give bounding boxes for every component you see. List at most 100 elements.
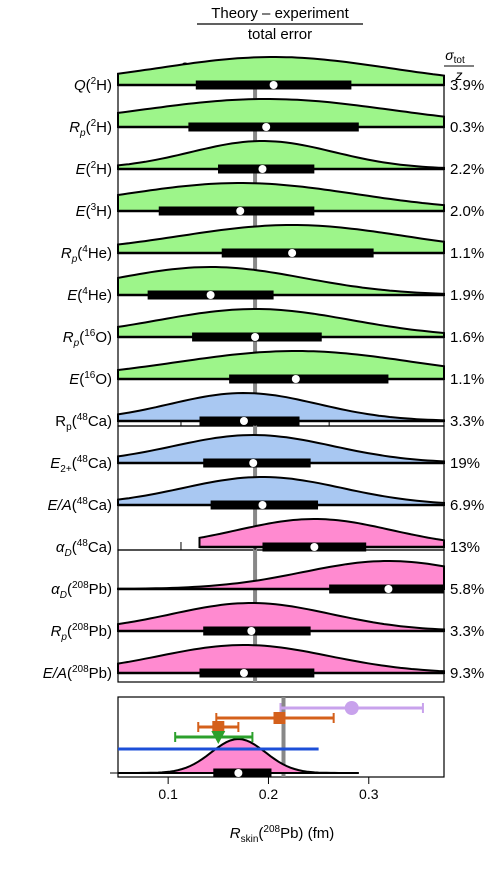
violin-box [203, 626, 311, 636]
skin-distribution-median [234, 769, 243, 777]
violin-shape [117, 56, 445, 86]
row-label: E2+(48Ca) [50, 454, 112, 475]
measurement-errorbar [174, 731, 254, 744]
violin-median [258, 165, 267, 173]
main-panel: −202Q(2H)3.9%Rp(2H)0.3%E(2H)2.2%E(3H)2.0… [43, 56, 484, 683]
right-header-sigma: σtot [445, 47, 465, 66]
row-error-value: 19% [450, 455, 480, 472]
row-label: Rp(48Ca) [55, 412, 112, 433]
measurement-marker-square [212, 721, 225, 733]
row-label: E(3H) [76, 202, 112, 220]
violin-median [239, 669, 248, 677]
measurement-marker-circle [344, 701, 359, 715]
row-error-value: 2.0% [450, 203, 484, 220]
row-error-value: 1.6% [450, 329, 484, 346]
row-label: E(2H) [76, 160, 112, 178]
title-numerator: Theory – experiment [211, 5, 349, 22]
violin-box [199, 668, 315, 678]
violin-row [117, 98, 445, 132]
row-error-value: 3.3% [450, 413, 484, 430]
violin-shape [117, 391, 445, 422]
violin-median [288, 249, 297, 257]
violin-median [269, 81, 278, 89]
violin-box [199, 416, 300, 426]
violin-median [251, 333, 260, 341]
violin-row [117, 476, 445, 510]
bottom-panel: 0.1 0.2 0.3 Rskin(208Pb) (fm) [110, 696, 445, 845]
violin-median [247, 627, 256, 635]
row-error-value: 5.8% [450, 581, 484, 598]
bottom-axis-tick-label: 0.3 [359, 786, 379, 802]
row-error-value: 3.3% [450, 623, 484, 640]
violin-median [239, 417, 248, 425]
row-label: Rp(208Pb) [51, 622, 112, 643]
violin-row [117, 391, 445, 426]
row-label: E/A(48Ca) [48, 496, 112, 514]
row-label: Rp(2H) [69, 118, 112, 139]
violin-row [117, 308, 445, 342]
right-header-z: z [455, 67, 463, 83]
violin-shape [117, 350, 445, 380]
violin-shape [117, 602, 445, 632]
violin-shape [117, 433, 445, 464]
measurement-errorbar [215, 712, 335, 724]
measurement-marker-square [273, 712, 286, 724]
row-label: αD(48Ca) [56, 538, 112, 559]
violin-median [291, 375, 300, 383]
violin-row [198, 518, 445, 552]
row-label: Rp(4He) [61, 244, 112, 265]
violin-row [117, 266, 445, 300]
row-error-value: 1.9% [450, 287, 484, 304]
row-error-value: 13% [450, 539, 480, 556]
violin-row [117, 350, 445, 384]
row-label: Rp(16O) [63, 328, 112, 349]
row-error-value: 0.3% [450, 119, 484, 136]
row-label: E(16O) [69, 370, 112, 388]
measurement-errorbar [197, 721, 240, 733]
violin-row [117, 182, 445, 216]
violin-row [117, 560, 445, 594]
violin-median [249, 459, 258, 467]
violin-row [117, 644, 445, 678]
row-label: αD(208Pb) [51, 580, 112, 601]
row-error-value: 3.9% [450, 77, 484, 94]
bottom-axis-label: Rskin(208Pb) (fm) [230, 824, 335, 845]
measurement-marker-triangle [211, 731, 226, 744]
violin-median [236, 207, 245, 215]
row-error-value: 6.9% [450, 497, 484, 514]
violin-shape [198, 518, 445, 548]
violin-box [229, 374, 389, 384]
row-error-value: 9.3% [450, 665, 484, 682]
title-denominator: total error [248, 26, 312, 43]
violin-row [117, 602, 445, 636]
skin-distribution-box [213, 768, 272, 778]
violin-median [310, 543, 319, 551]
chart-header: Theory – experiment total error σtot z [197, 5, 474, 83]
violin-box [221, 248, 374, 258]
violin-row [117, 224, 445, 258]
measurement-errorbar [279, 701, 424, 715]
violin-shape [117, 308, 445, 338]
violin-shape [117, 224, 445, 254]
violin-median [258, 501, 267, 509]
violin-shape [117, 644, 445, 674]
row-error-value: 1.1% [450, 371, 484, 388]
violin-row [117, 140, 445, 174]
row-label: E/A(208Pb) [43, 664, 112, 682]
violin-median [206, 291, 215, 299]
violin-shape [117, 140, 445, 170]
row-error-value: 1.1% [450, 245, 484, 262]
violin-shape [117, 476, 445, 506]
violin-row [117, 433, 445, 468]
skin-distribution [118, 737, 359, 774]
violin-shape [117, 266, 445, 296]
row-error-value: 2.2% [450, 161, 484, 178]
bottom-frame [117, 696, 445, 778]
row-label: Q(2H) [74, 76, 112, 94]
violin-box [188, 122, 359, 132]
violin-row [117, 56, 445, 90]
row-label: E(4He) [67, 286, 112, 304]
bottom-axis-tick-label: 0.2 [259, 786, 279, 802]
